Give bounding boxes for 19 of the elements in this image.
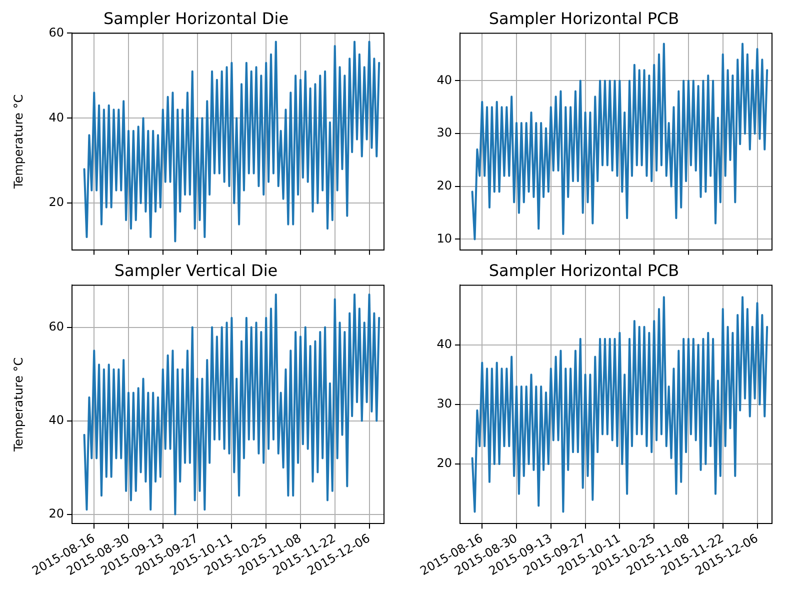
y-tick-label: 60 [48, 25, 64, 40]
y-tick-label: 30 [436, 126, 452, 140]
y-tick-label: 20 [48, 506, 64, 520]
chart-title: Sampler Horizontal PCB [488, 260, 680, 280]
y-tick-label: 10 [436, 231, 452, 246]
y-axis-title: Temperature °C [11, 94, 26, 190]
y-tick-label: 20 [436, 178, 452, 193]
chart-title: Sampler Horizontal Die [103, 8, 289, 28]
y-tick-label: 60 [48, 319, 64, 334]
y-axis-title: Temperature °C [11, 357, 26, 453]
y-tick-label: 20 [436, 456, 452, 470]
y-tick-label: 40 [48, 412, 64, 427]
y-tick-label: 30 [436, 396, 452, 411]
y-tick-label: 40 [436, 72, 452, 87]
chart-title: Sampler Horizontal PCB [488, 8, 680, 28]
y-tick-label: 40 [436, 336, 452, 351]
y-tick-label: 20 [48, 195, 64, 210]
chart-title: Sampler Vertical Die [114, 260, 278, 280]
y-tick-label: 40 [48, 110, 64, 124]
